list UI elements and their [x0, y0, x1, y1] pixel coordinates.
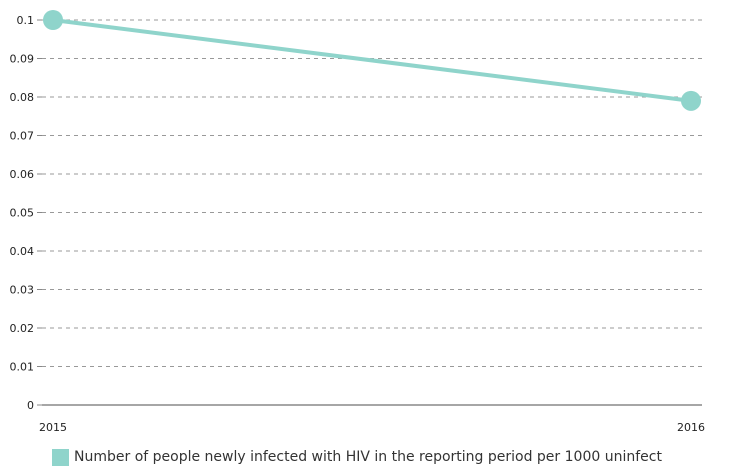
- y-tick-label: 0.05: [10, 207, 35, 220]
- legend: Number of people newly infected with HIV…: [52, 448, 732, 466]
- x-axis: 2015 2016: [39, 421, 705, 434]
- y-tick-label: 0.1: [17, 14, 35, 27]
- y-tick-label: 0.02: [10, 322, 35, 335]
- y-tick-label: 0.09: [10, 53, 35, 66]
- y-tick-label: 0.07: [10, 130, 35, 143]
- grid-layer: [42, 19, 702, 367]
- y-tick-label: 0.04: [10, 245, 35, 258]
- series-layer: [43, 10, 701, 111]
- line-chart: 0 0.01 0.02 0.03 0.04 0.05 0.06 0.07 0.08 0.09 0.1…: [10, 10, 705, 434]
- x-tick-label: 2016: [677, 421, 705, 434]
- data-point[interactable]: [681, 90, 701, 111]
- x-tick-label: 2015: [39, 421, 67, 434]
- legend-label: Number of people newly infected with HIV…: [74, 448, 662, 465]
- y-tick-label: 0: [27, 399, 34, 412]
- legend-swatch: [52, 448, 69, 466]
- y-tick-label: 0.03: [10, 284, 35, 297]
- data-point[interactable]: [43, 10, 63, 30]
- series-line: [51, 18, 693, 103]
- y-tick-label: 0.08: [10, 91, 35, 104]
- y-tick-label: 0.01: [10, 361, 35, 374]
- y-axis: 0 0.01 0.02 0.03 0.04 0.05 0.06 0.07 0.08 0.09 0.1: [10, 14, 42, 412]
- y-tick-label: 0.06: [10, 168, 35, 181]
